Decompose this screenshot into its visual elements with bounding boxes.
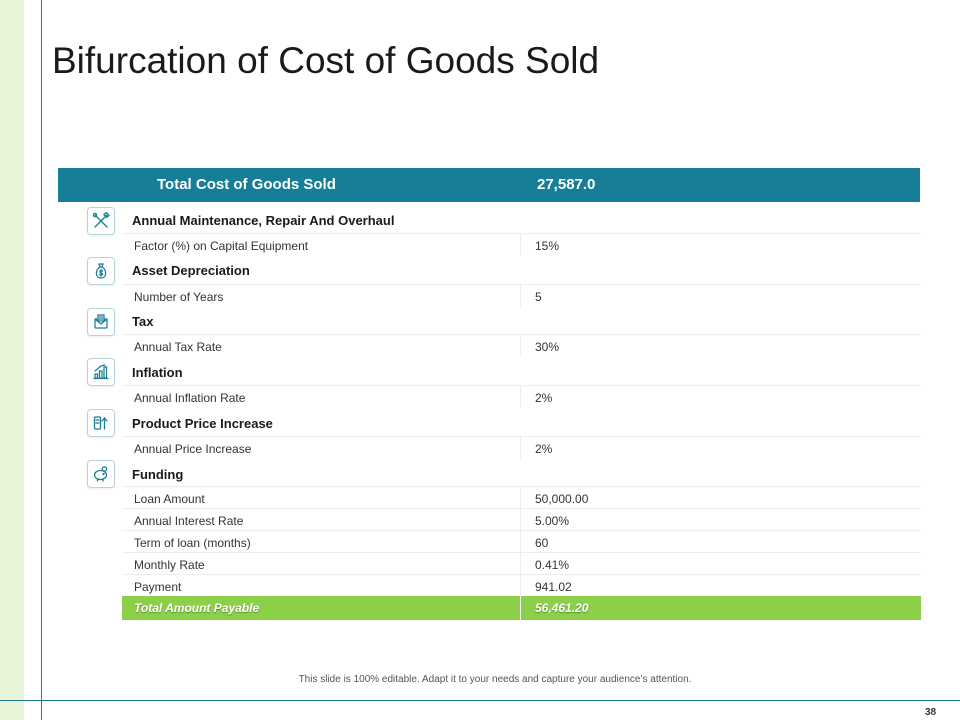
slide-title: Bifurcation of Cost of Goods Sold [52, 40, 600, 81]
table-row: Loan Amount 50,000.00 [122, 486, 921, 509]
column-divider [520, 596, 521, 620]
table-row: Annual Tax Rate 30% [122, 334, 921, 357]
left-accent-band [0, 0, 24, 720]
tax-document-icon [87, 308, 115, 336]
row-label: Annual Interest Rate [134, 514, 244, 528]
row-value: 60 [535, 536, 549, 550]
header-value: 27,587.0 [537, 176, 596, 193]
column-divider [520, 487, 521, 509]
row-value: 2% [535, 391, 553, 405]
bottom-divider-line [0, 700, 960, 701]
price-increase-icon [87, 409, 115, 437]
column-divider [520, 437, 521, 459]
column-divider [520, 285, 521, 307]
rising-bars-icon [87, 358, 115, 386]
tools-icon [87, 207, 115, 235]
header-label: Total Cost of Goods Sold [157, 176, 336, 193]
row-value: 5 [535, 290, 542, 304]
table-row: Term of loan (months) 60 [122, 530, 921, 553]
row-value: 5.00% [535, 514, 570, 528]
row-label: Number of Years [134, 290, 224, 304]
left-divider-line [41, 0, 42, 720]
total-cogs-header: Total Cost of Goods Sold 27,587.0 [58, 168, 920, 202]
column-divider [520, 531, 521, 553]
table-row: Annual Price Increase 2% [122, 436, 921, 459]
row-value: 2% [535, 442, 553, 456]
section-title-funding: Funding [132, 467, 184, 482]
row-label: Factor (%) on Capital Equipment [134, 239, 309, 253]
row-label: Loan Amount [134, 492, 205, 506]
column-divider [520, 335, 521, 357]
page-number: 38 [925, 707, 937, 718]
table-row: Payment 941.02 [122, 574, 921, 597]
row-value: 0.41% [535, 558, 570, 572]
row-value: 941.02 [535, 580, 572, 594]
column-divider [520, 509, 521, 531]
section-title-tax: Tax [132, 314, 154, 329]
table-row: Number of Years 5 [122, 284, 921, 307]
total-amount-payable-row: Total Amount Payable 56,461.20 [122, 596, 921, 620]
section-title-product-price-increase: Product Price Increase [132, 416, 273, 431]
row-label: Term of loan (months) [134, 536, 251, 550]
total-value: 56,461.20 [535, 601, 589, 615]
money-bag-icon [87, 257, 115, 285]
column-divider [520, 575, 521, 597]
table-row: Factor (%) on Capital Equipment 15% [122, 233, 921, 256]
row-label: Monthly Rate [134, 558, 205, 572]
section-title-inflation: Inflation [132, 365, 183, 380]
column-divider [520, 234, 521, 256]
row-value: 30% [535, 340, 560, 354]
section-title-asset-depreciation: Asset Depreciation [132, 263, 250, 278]
column-divider [520, 386, 521, 408]
total-label: Total Amount Payable [134, 601, 260, 615]
table-row: Monthly Rate 0.41% [122, 552, 921, 575]
row-label: Annual Tax Rate [134, 340, 222, 354]
footer-note: This slide is 100% editable. Adapt it to… [298, 674, 692, 685]
section-title-maintenance: Annual Maintenance, Repair And Overhaul [132, 213, 395, 228]
row-value: 50,000.00 [535, 492, 589, 506]
table-row: Annual Interest Rate 5.00% [122, 508, 921, 531]
row-label: Annual Inflation Rate [134, 391, 246, 405]
column-divider [520, 553, 521, 575]
piggy-bank-icon [87, 460, 115, 488]
row-value: 15% [535, 239, 560, 253]
row-label: Payment [134, 580, 182, 594]
row-label: Annual Price Increase [134, 442, 252, 456]
table-row: Annual Inflation Rate 2% [122, 385, 921, 408]
